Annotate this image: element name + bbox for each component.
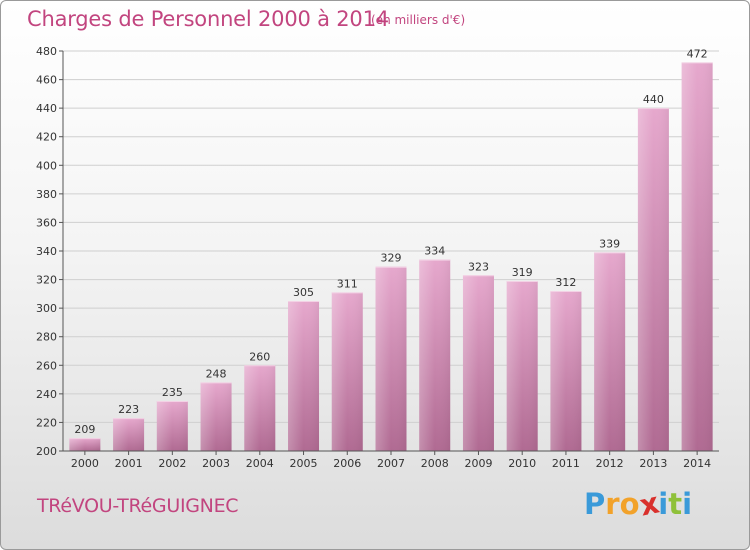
bar-shine xyxy=(637,108,669,452)
logo-letter: P xyxy=(584,487,606,521)
y-tick-label: 240 xyxy=(36,388,57,401)
x-tick-label-2000: 2000 xyxy=(71,457,99,470)
value-label-2003: 248 xyxy=(206,367,227,380)
x-tick-label-2014: 2014 xyxy=(683,457,711,470)
value-label-2006: 311 xyxy=(337,277,358,290)
value-label-2011: 312 xyxy=(555,276,576,289)
y-tick-label: 380 xyxy=(36,188,57,201)
bar-shine xyxy=(550,291,582,451)
y-tick-label: 480 xyxy=(36,45,57,58)
logo-letter: i xyxy=(682,487,693,521)
value-label-2005: 305 xyxy=(293,286,314,299)
bar-shine xyxy=(69,438,101,451)
commune-name: TRéVOU-TRéGUIGNEC xyxy=(37,495,239,517)
x-tick-label-2013: 2013 xyxy=(639,457,667,470)
bar-shine xyxy=(200,382,232,451)
logo-letter: o xyxy=(619,487,640,521)
x-tick-label-2002: 2002 xyxy=(158,457,186,470)
axes: 200 220 240 260 280 300 320 340 360 380 400 420 440 4… xyxy=(36,45,719,470)
value-label-2004: 260 xyxy=(249,350,270,363)
y-tick-label: 420 xyxy=(36,131,57,144)
x-tick-label-2001: 2001 xyxy=(115,457,143,470)
bar-shine xyxy=(331,292,363,451)
y-tick-label: 220 xyxy=(36,416,57,429)
x-tick-label-2007: 2007 xyxy=(377,457,405,470)
x-tick-label-2003: 2003 xyxy=(202,457,230,470)
y-tick-label: 200 xyxy=(36,445,57,458)
bar-shine xyxy=(681,62,713,452)
y-tick-label: 460 xyxy=(36,74,57,87)
x-tick-label-2011: 2011 xyxy=(552,457,580,470)
bar-shine xyxy=(594,252,626,451)
value-label-2008: 334 xyxy=(424,245,445,258)
bar-shine xyxy=(506,281,538,451)
x-tick-label-2005: 2005 xyxy=(290,457,318,470)
logo-letter: i xyxy=(658,487,669,521)
bar-shine xyxy=(156,401,188,451)
chart-title: Charges de Personnel 2000 à 2014 xyxy=(27,7,389,31)
x-tick-label-2012: 2012 xyxy=(596,457,624,470)
value-label-2000: 209 xyxy=(74,423,95,436)
bar-shine xyxy=(288,301,320,451)
value-label-2014: 472 xyxy=(687,47,708,60)
x-tick-label-2008: 2008 xyxy=(421,457,449,470)
y-tick-label: 320 xyxy=(36,274,57,287)
logo-letter: t xyxy=(668,487,683,521)
bar-shine xyxy=(462,275,494,451)
x-tick-label-2009: 2009 xyxy=(464,457,492,470)
y-tick-label: 280 xyxy=(36,331,57,344)
y-tick-label: 340 xyxy=(36,245,57,258)
x-tick-label-2010: 2010 xyxy=(508,457,536,470)
value-label-2012: 339 xyxy=(599,237,620,250)
value-label-2013: 440 xyxy=(643,93,664,106)
y-tick-label: 360 xyxy=(36,216,57,229)
proxiti-logo: Proxiti xyxy=(584,485,693,522)
x-tick-label-2004: 2004 xyxy=(246,457,274,470)
bar-shine xyxy=(375,266,407,451)
logo-letter: r xyxy=(605,487,620,521)
y-tick-label: 400 xyxy=(36,159,57,172)
value-label-2001: 223 xyxy=(118,403,139,416)
bar-shine xyxy=(113,418,145,451)
y-tick-label: 300 xyxy=(36,302,57,315)
value-label-2010: 319 xyxy=(512,266,533,279)
bars: 209 223 235 248 260 305 311 329 334 323 319 312 339 4… xyxy=(69,47,713,452)
y-tick-label: 260 xyxy=(36,359,57,372)
chart-subtitle: (en milliers d'€) xyxy=(371,13,466,27)
value-label-2009: 323 xyxy=(468,260,489,273)
value-label-2007: 329 xyxy=(381,252,402,265)
bar-shine xyxy=(419,259,451,451)
x-tick-label-2006: 2006 xyxy=(333,457,361,470)
y-tick-label: 440 xyxy=(36,102,57,115)
value-label-2002: 235 xyxy=(162,386,183,399)
bar-shine xyxy=(244,365,276,451)
